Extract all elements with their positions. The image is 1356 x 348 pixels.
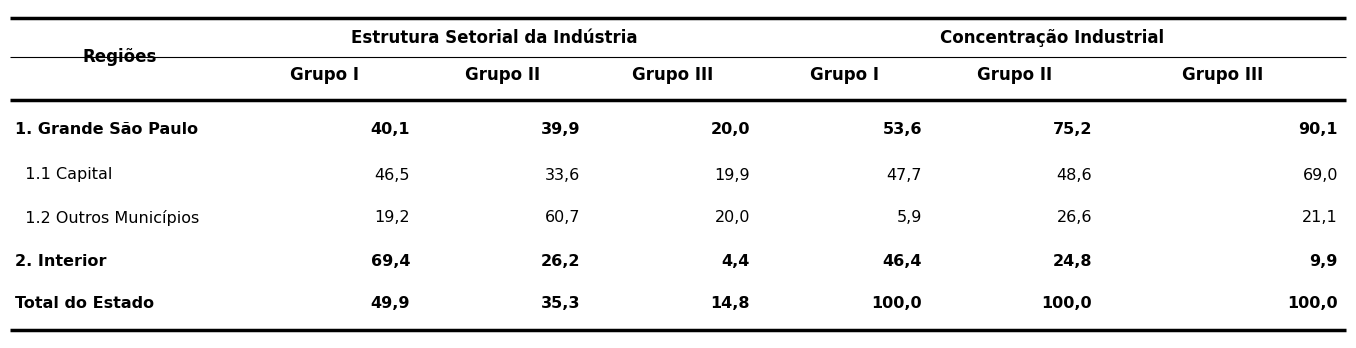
Text: Concentração Industrial: Concentração Industrial — [940, 29, 1163, 47]
Text: 2. Interior: 2. Interior — [15, 253, 107, 269]
Text: 46,4: 46,4 — [883, 253, 922, 269]
Text: 46,5: 46,5 — [374, 167, 410, 182]
Text: 100,0: 100,0 — [1287, 296, 1338, 311]
Text: 39,9: 39,9 — [541, 122, 580, 137]
Text: 26,2: 26,2 — [541, 253, 580, 269]
Text: 19,2: 19,2 — [374, 211, 410, 226]
Text: 1.2 Outros Municípios: 1.2 Outros Municípios — [15, 210, 199, 226]
Text: Grupo II: Grupo II — [978, 66, 1052, 84]
Text: 4,4: 4,4 — [721, 253, 750, 269]
Text: 49,9: 49,9 — [370, 296, 410, 311]
Text: 53,6: 53,6 — [883, 122, 922, 137]
Text: 100,0: 100,0 — [1041, 296, 1092, 311]
Text: 5,9: 5,9 — [896, 211, 922, 226]
Text: 47,7: 47,7 — [887, 167, 922, 182]
Text: 69,4: 69,4 — [370, 253, 410, 269]
Text: 20,0: 20,0 — [711, 122, 750, 137]
Text: 40,1: 40,1 — [370, 122, 410, 137]
Text: 1.1 Capital: 1.1 Capital — [15, 167, 113, 182]
Text: 14,8: 14,8 — [711, 296, 750, 311]
Text: 90,1: 90,1 — [1299, 122, 1338, 137]
Text: 21,1: 21,1 — [1302, 211, 1338, 226]
Text: 35,3: 35,3 — [541, 296, 580, 311]
Text: 60,7: 60,7 — [545, 211, 580, 226]
Text: Estrutura Setorial da Indústria: Estrutura Setorial da Indústria — [351, 29, 637, 47]
Text: 1. Grande São Paulo: 1. Grande São Paulo — [15, 122, 198, 137]
Text: 48,6: 48,6 — [1056, 167, 1092, 182]
Text: 100,0: 100,0 — [872, 296, 922, 311]
Text: 19,9: 19,9 — [715, 167, 750, 182]
Text: 69,0: 69,0 — [1303, 167, 1338, 182]
Text: 75,2: 75,2 — [1052, 122, 1092, 137]
Text: Grupo II: Grupo II — [465, 66, 541, 84]
Text: Grupo I: Grupo I — [289, 66, 358, 84]
Text: 9,9: 9,9 — [1310, 253, 1338, 269]
Text: 24,8: 24,8 — [1052, 253, 1092, 269]
Text: 26,6: 26,6 — [1056, 211, 1092, 226]
Text: 33,6: 33,6 — [545, 167, 580, 182]
Text: Grupo I: Grupo I — [810, 66, 879, 84]
Text: Grupo III: Grupo III — [1182, 66, 1264, 84]
Text: 20,0: 20,0 — [715, 211, 750, 226]
Text: Regiões: Regiões — [83, 47, 157, 65]
Text: Total do Estado: Total do Estado — [15, 296, 155, 311]
Text: Grupo III: Grupo III — [632, 66, 713, 84]
